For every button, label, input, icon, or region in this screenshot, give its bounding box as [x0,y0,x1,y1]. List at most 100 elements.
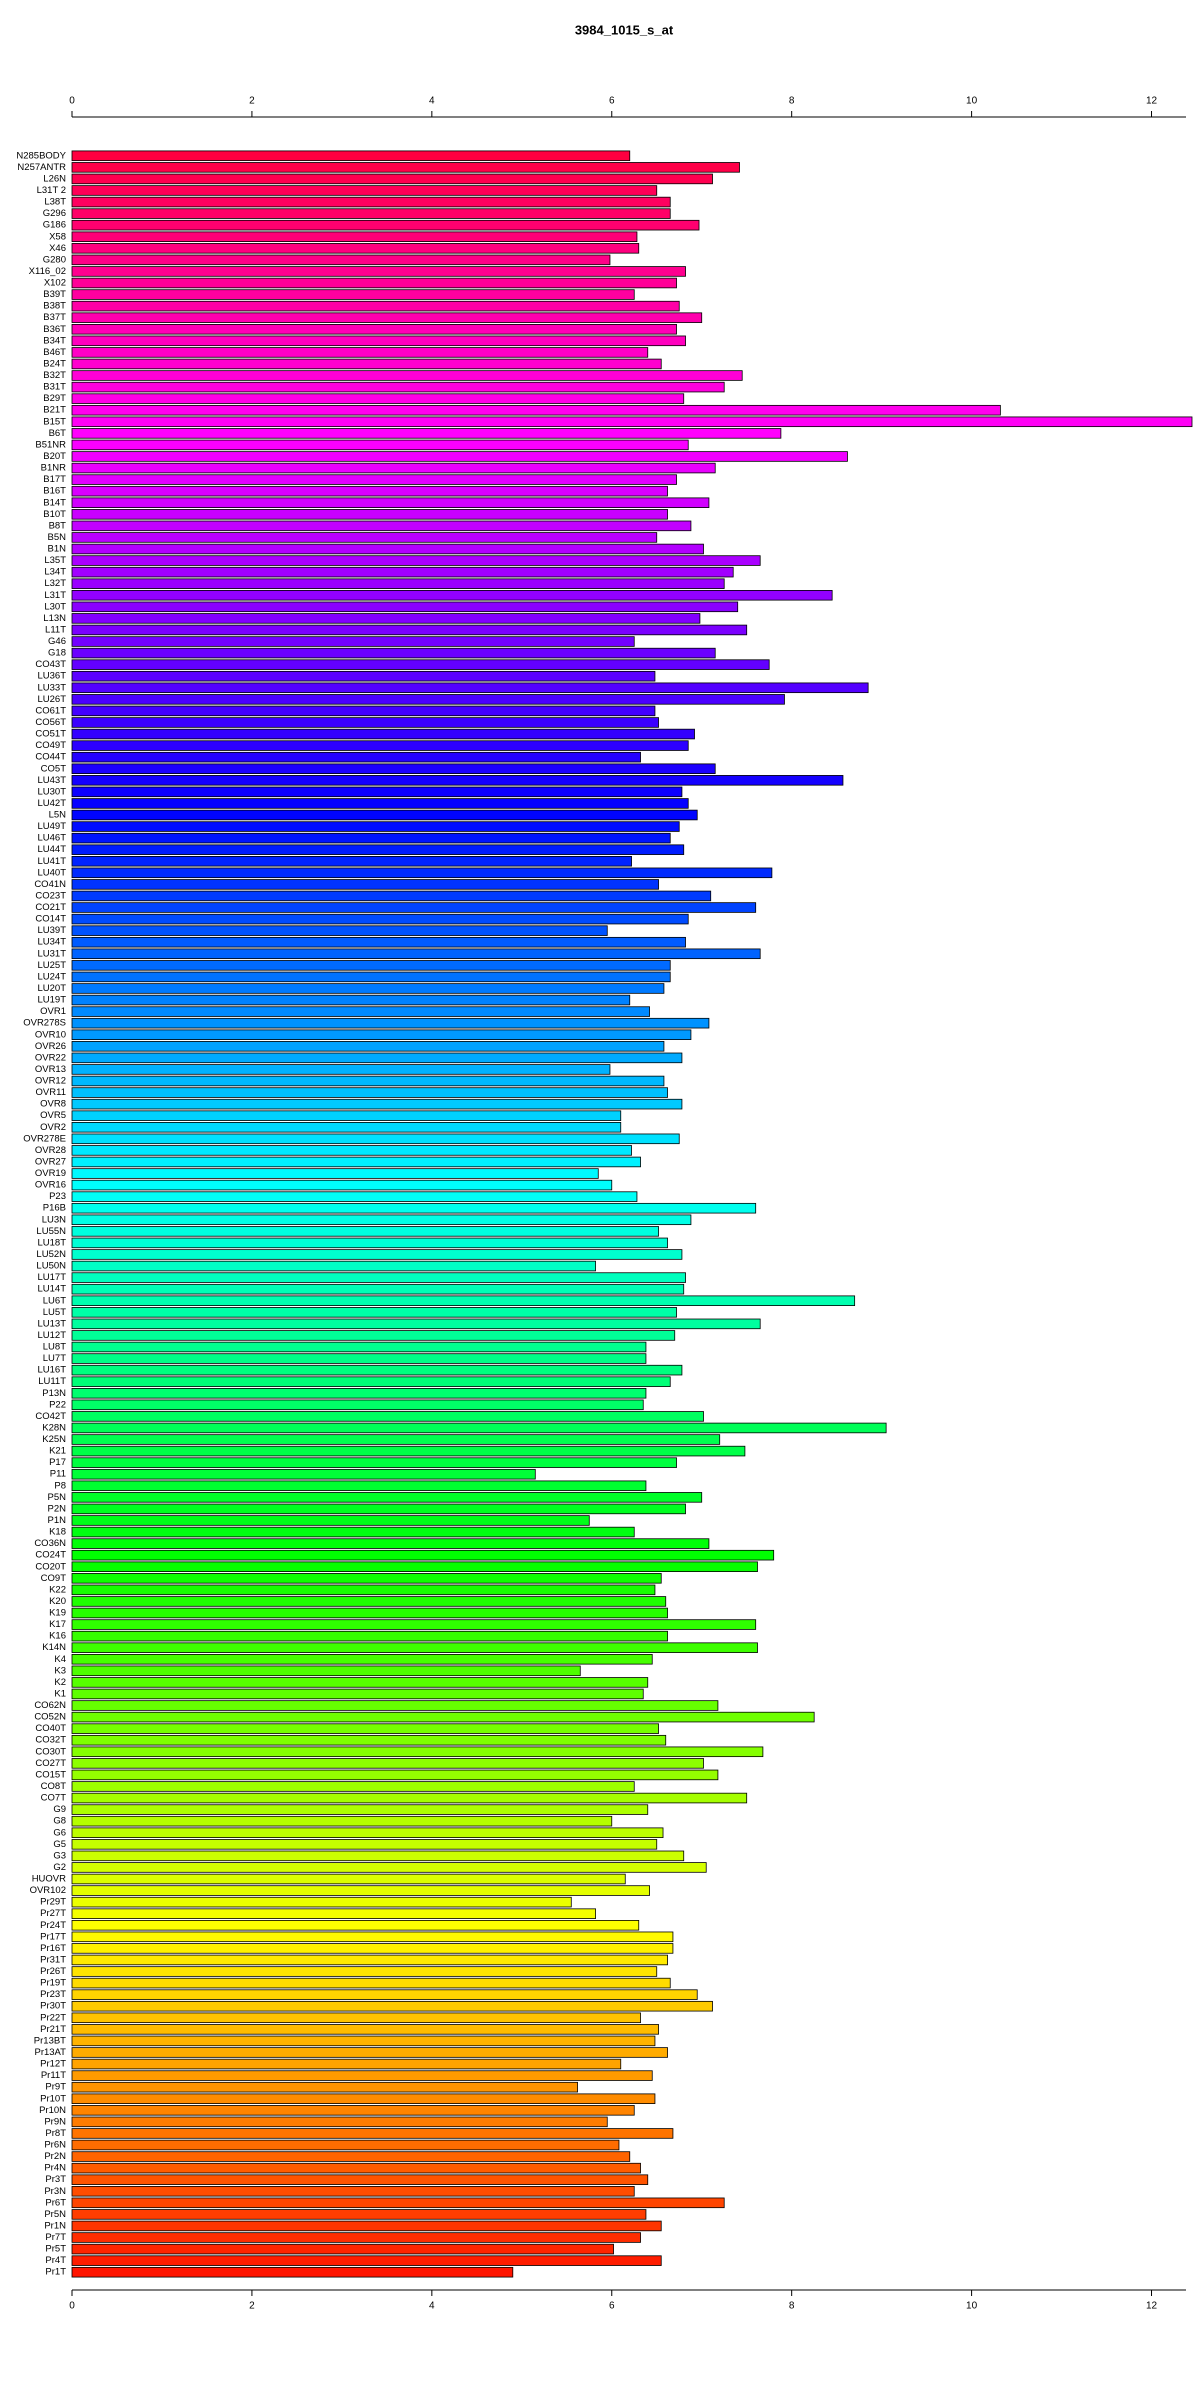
y-tick-label: OVR8 [40,1099,66,1110]
y-tick-label: Pr11T [41,2070,66,2081]
y-tick-label: B1N [48,544,67,555]
x-tick-label: 8 [789,2301,795,2312]
y-tick-label: LU41T [37,856,66,867]
bar [71,1734,667,1746]
bar [71,2255,662,2266]
y-tick-label: LU30T [37,786,66,797]
y-tick-label: Pr1T [45,2267,66,2278]
bar [71,1954,668,1966]
bar [71,925,608,936]
x-tick-label: 0 [69,2301,75,2312]
y-tick-label: G186 [43,220,66,231]
y-tick-label: CO24T [35,1550,66,1561]
y-tick-label: CO14T [35,914,66,925]
bar [71,1388,647,1399]
bar [71,2209,647,2220]
bar [71,1237,668,1249]
bar [71,1168,599,1179]
y-tick-label: CO8T [41,1781,67,1792]
y-tick-label: L30T [44,601,66,612]
y-tick-label: X102 [44,278,66,289]
y-tick-label: K28N [42,1422,66,1433]
y-tick-label: B1NR [41,463,66,474]
y-tick-label: P1N [48,1515,67,1526]
bar [71,1896,572,1908]
y-tick-label: N257ANTR [17,162,66,173]
bar [71,1839,658,1850]
bar [71,1630,668,1642]
bar [71,543,704,555]
bar [71,751,641,763]
bar [71,2012,641,2024]
y-tick-label: LU3N [42,1214,66,1225]
y-tick-label: CO42T [35,1411,66,1422]
bar [71,1700,719,1711]
bar [71,960,671,971]
bar [71,2000,713,2012]
y-tick-label: Pr3N [44,2186,66,2197]
bar [71,277,677,289]
y-tick-label: OVR27 [35,1156,66,1167]
bar [71,312,703,323]
y-tick-label: Pr9N [44,2116,66,2127]
y-tick-label: K4 [54,1654,66,1665]
bar [71,867,773,879]
y-tick-label: OVR16 [35,1180,66,1191]
y-tick-label: L13N [43,613,66,624]
bar [71,2128,674,2139]
y-tick-label: Pr4T [45,2255,66,2266]
y-tick-label: B31T [43,382,66,393]
y-tick-label: B34T [43,335,66,346]
bar [71,1260,596,1272]
bar [71,358,662,370]
bar [71,728,695,740]
y-tick-label: LU13T [37,1318,66,1329]
bar [71,254,611,266]
bar [71,844,685,855]
bar [71,1457,677,1468]
y-tick-label: OVR1 [40,1006,66,1017]
y-tick-label: LU49T [37,821,66,832]
y-tick-label: LU18T [37,1237,66,1248]
y-tick-label: B39T [43,289,66,300]
y-tick-label: CO32T [35,1735,66,1746]
bar [71,2186,635,2197]
y-tick-label: OVR26 [35,1041,66,1052]
bar [71,1017,710,1029]
bar [71,1411,704,1422]
y-tick-label: CO61T [35,705,66,716]
bar [71,555,761,566]
y-tick-label: LU19T [37,995,66,1006]
bar [71,1364,683,1376]
bar [71,404,1001,416]
bar [71,1422,887,1434]
bar [71,2070,653,2081]
bar [71,497,710,508]
y-tick-label: LU20T [37,983,66,994]
bar [71,1549,775,1561]
y-tick-label: OVR19 [35,1168,66,1179]
y-tick-label: Pr13BT [34,2035,66,2046]
bar [71,1353,647,1364]
bar [71,566,734,578]
y-tick-label: CO56T [35,717,66,728]
bar [71,1920,640,1931]
bar [71,936,686,948]
y-tick-label: Pr17T [40,1931,66,1942]
bar [71,786,683,798]
y-tick-label: LU40T [37,867,66,878]
y-tick-label: B14T [43,497,66,508]
x-tick-label: 6 [609,96,615,107]
bar [71,2024,659,2035]
y-tick-label: K17 [49,1619,66,1630]
bar [71,775,844,786]
y-tick-label: CO7T [41,1793,67,1804]
bar [71,347,649,358]
y-tick-label: OVR28 [35,1145,66,1156]
y-tick-label: Pr8T [45,2128,66,2139]
x-tick-label: 2 [249,2301,255,2312]
y-tick-label: Pr19T [40,1978,66,1989]
y-tick-label: K25N [42,1434,66,1445]
bar [71,1341,647,1353]
bar [71,462,716,474]
